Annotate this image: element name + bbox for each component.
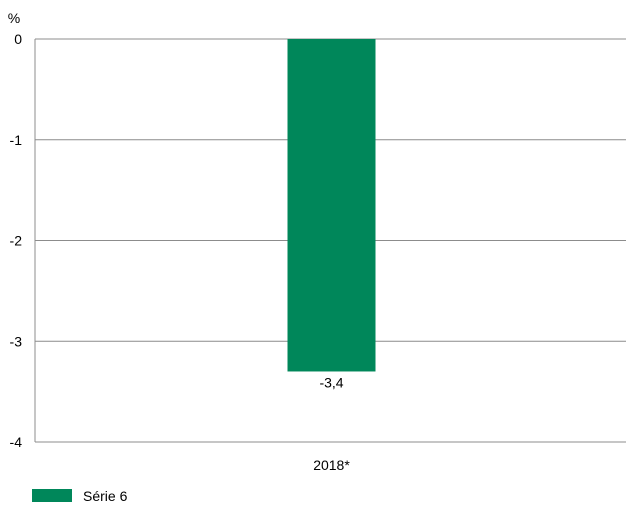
legend-swatch bbox=[32, 489, 72, 502]
y-tick-label: -4 bbox=[10, 434, 23, 450]
y-tick-label: 0 bbox=[14, 31, 22, 47]
y-tick-label: -1 bbox=[10, 132, 23, 148]
x-axis: 2018* bbox=[313, 457, 350, 473]
y-tick-label: -2 bbox=[10, 233, 23, 249]
y-unit-label: % bbox=[8, 10, 20, 26]
y-tick-label: -3 bbox=[10, 333, 23, 349]
legend: Série 6 bbox=[32, 488, 128, 504]
bar bbox=[287, 39, 376, 372]
x-tick-label: 2018* bbox=[313, 457, 350, 473]
y-axis-ticks: 0 -1 -2 -3 -4 bbox=[10, 31, 23, 450]
data-label: -3,4 bbox=[319, 374, 343, 390]
bars: -3,4 bbox=[287, 39, 376, 390]
legend-label: Série 6 bbox=[83, 488, 128, 504]
